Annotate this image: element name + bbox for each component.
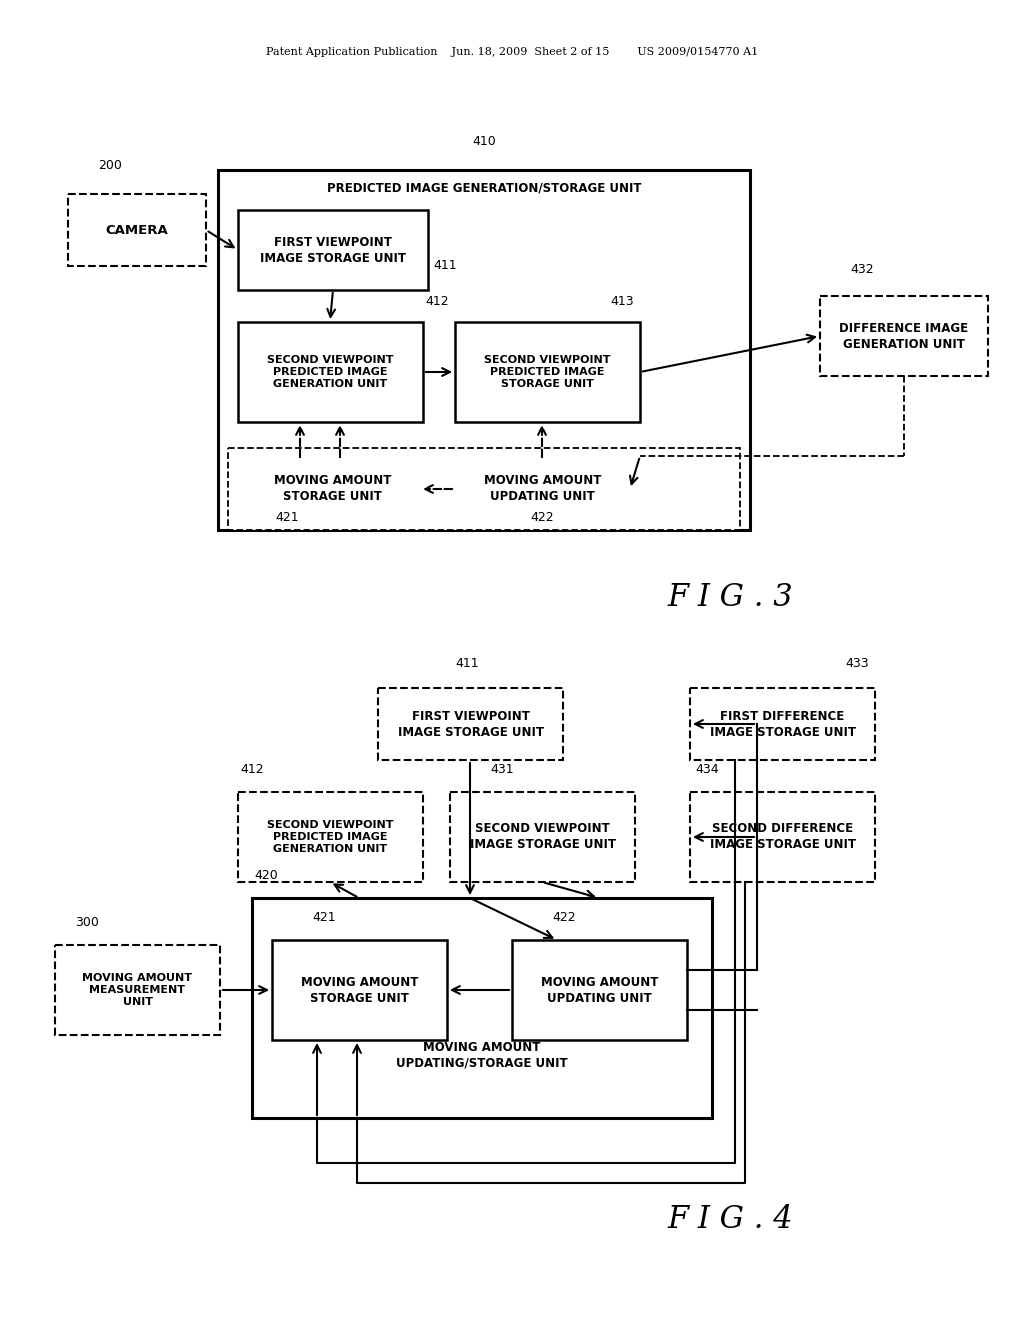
Text: CAMERA: CAMERA — [105, 223, 168, 236]
Bar — [512, 940, 687, 1040]
Bar — [455, 322, 640, 422]
Text: 411: 411 — [433, 259, 457, 272]
Text: 421: 421 — [275, 511, 299, 524]
Bar — [455, 459, 630, 517]
Text: MOVING AMOUNT
STORAGE UNIT: MOVING AMOUNT STORAGE UNIT — [273, 474, 391, 503]
Text: MOVING AMOUNT
STORAGE UNIT: MOVING AMOUNT STORAGE UNIT — [301, 975, 418, 1005]
Text: DIFFERENCE IMAGE
GENERATION UNIT: DIFFERENCE IMAGE GENERATION UNIT — [840, 322, 969, 351]
Bar — [238, 210, 428, 290]
Text: PREDICTED IMAGE GENERATION/STORAGE UNIT: PREDICTED IMAGE GENERATION/STORAGE UNIT — [327, 181, 641, 194]
Bar — [690, 792, 874, 882]
Bar — [252, 898, 712, 1118]
Text: MOVING AMOUNT
UPDATING UNIT: MOVING AMOUNT UPDATING UNIT — [541, 975, 658, 1005]
Text: 422: 422 — [530, 511, 554, 524]
Text: 411: 411 — [455, 657, 478, 671]
Text: 300: 300 — [75, 916, 99, 929]
Text: 433: 433 — [845, 657, 868, 671]
Text: FIRST VIEWPOINT
IMAGE STORAGE UNIT: FIRST VIEWPOINT IMAGE STORAGE UNIT — [397, 710, 544, 738]
Text: SECOND DIFFERENCE
IMAGE STORAGE UNIT: SECOND DIFFERENCE IMAGE STORAGE UNIT — [710, 822, 855, 851]
Bar — [690, 688, 874, 760]
Text: MOVING AMOUNT
UPDATING/STORAGE UNIT: MOVING AMOUNT UPDATING/STORAGE UNIT — [396, 1041, 568, 1069]
Bar — [218, 170, 750, 531]
Text: 432: 432 — [850, 263, 873, 276]
Text: 412: 412 — [425, 294, 449, 308]
Bar — [55, 945, 220, 1035]
Text: Patent Application Publication    Jun. 18, 2009  Sheet 2 of 15        US 2009/01: Patent Application Publication Jun. 18, … — [266, 48, 758, 57]
Bar — [820, 296, 988, 376]
Text: F I G . 3: F I G . 3 — [668, 582, 793, 614]
Text: 413: 413 — [610, 294, 634, 308]
Bar — [245, 459, 420, 517]
Bar — [272, 940, 447, 1040]
Text: 431: 431 — [490, 763, 514, 776]
Text: 412: 412 — [240, 763, 263, 776]
Bar — [450, 792, 635, 882]
Text: SECOND VIEWPOINT
PREDICTED IMAGE
STORAGE UNIT: SECOND VIEWPOINT PREDICTED IMAGE STORAGE… — [484, 355, 610, 389]
Text: 410: 410 — [472, 135, 496, 148]
Text: 420: 420 — [254, 869, 278, 882]
Bar — [228, 447, 740, 531]
Text: SECOND VIEWPOINT
IMAGE STORAGE UNIT: SECOND VIEWPOINT IMAGE STORAGE UNIT — [469, 822, 615, 851]
Bar — [238, 792, 423, 882]
Bar — [238, 322, 423, 422]
Text: FIRST DIFFERENCE
IMAGE STORAGE UNIT: FIRST DIFFERENCE IMAGE STORAGE UNIT — [710, 710, 855, 738]
Bar — [68, 194, 206, 267]
Text: 422: 422 — [552, 911, 575, 924]
Text: F I G . 4: F I G . 4 — [668, 1204, 793, 1236]
Text: SECOND VIEWPOINT
PREDICTED IMAGE
GENERATION UNIT: SECOND VIEWPOINT PREDICTED IMAGE GENERAT… — [267, 355, 394, 389]
Text: SECOND VIEWPOINT
PREDICTED IMAGE
GENERATION UNIT: SECOND VIEWPOINT PREDICTED IMAGE GENERAT… — [267, 820, 394, 854]
Bar — [378, 688, 563, 760]
Text: FIRST VIEWPOINT
IMAGE STORAGE UNIT: FIRST VIEWPOINT IMAGE STORAGE UNIT — [260, 235, 406, 264]
Text: 200: 200 — [98, 158, 122, 172]
Text: MOVING AMOUNT
MEASUREMENT
UNIT: MOVING AMOUNT MEASUREMENT UNIT — [83, 973, 193, 1007]
Text: 421: 421 — [312, 911, 336, 924]
Text: MOVING AMOUNT
UPDATING UNIT: MOVING AMOUNT UPDATING UNIT — [483, 474, 601, 503]
Text: 434: 434 — [695, 763, 719, 776]
